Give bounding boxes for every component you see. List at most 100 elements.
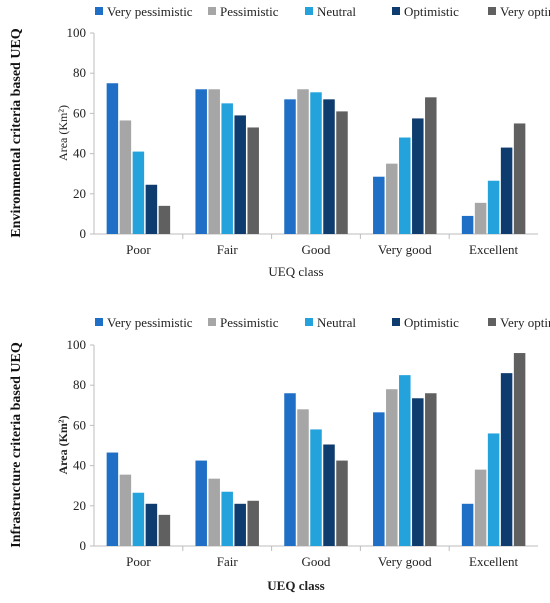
bar: [297, 409, 309, 546]
bar: [132, 151, 145, 234]
bar: [399, 137, 411, 234]
bar: [425, 97, 437, 234]
bar: [323, 444, 335, 546]
chart-panel-2: Very pessimistic Pessimistic Neutral Optimi…: [9, 315, 550, 593]
bar: [284, 393, 296, 546]
bar: [513, 353, 526, 546]
y-tick-label: 80: [73, 377, 86, 392]
x-tick-label: Fair: [217, 242, 239, 257]
legend-swatch: [305, 318, 313, 326]
chart-panel-1: Very pessimistic Pessimistic Neutral Optimi…: [9, 4, 550, 279]
x-tick-label: Poor: [126, 554, 151, 569]
x-tick-label: Excellent: [469, 554, 518, 569]
bar: [412, 118, 424, 234]
bar: [158, 514, 171, 546]
legend-label: Very optimistic: [500, 4, 550, 19]
bar: [500, 147, 513, 234]
x-tick-label: Good: [302, 554, 331, 569]
y-tick-label: 20: [73, 498, 86, 513]
x-tick-label: Fair: [217, 554, 239, 569]
y-axis-label: Area (Km²): [56, 415, 70, 474]
bar: [106, 83, 119, 234]
bar: [195, 89, 207, 234]
legend-label: Very optimistic: [500, 315, 550, 330]
x-tick-label: Excellent: [469, 242, 518, 257]
bar: [247, 127, 259, 234]
bar: [234, 115, 246, 234]
bar: [221, 491, 233, 546]
legend-swatch: [488, 7, 496, 15]
bar: [323, 99, 335, 234]
bar: [513, 123, 526, 234]
y-tick-label: 20: [73, 186, 86, 201]
x-axis-label: UEQ class: [268, 264, 323, 279]
legend-swatch: [488, 318, 496, 326]
legend-label: Neutral: [317, 4, 356, 19]
bar: [297, 89, 309, 234]
bar: [208, 478, 220, 546]
bar: [399, 375, 411, 546]
bar: [474, 202, 487, 234]
bar: [310, 92, 322, 234]
legend-swatch: [392, 7, 400, 15]
side-title: Infrastructure criteria based UEQ: [9, 342, 24, 548]
y-tick-label: 0: [80, 538, 87, 553]
bar: [284, 99, 296, 234]
legend-swatch: [95, 318, 103, 326]
x-tick-label: Good: [302, 242, 331, 257]
side-title: Environmental criteria based UEQ: [9, 28, 24, 237]
bar: [373, 412, 385, 546]
y-tick-label: 100: [67, 337, 87, 352]
bar: [145, 184, 158, 234]
bar: [234, 503, 246, 546]
bar: [487, 433, 500, 546]
bar: [119, 474, 132, 546]
bar: [336, 111, 348, 234]
bar: [373, 176, 385, 234]
bar: [500, 373, 513, 546]
x-tick-label: Poor: [126, 242, 151, 257]
bar: [132, 492, 145, 546]
bar: [412, 398, 424, 546]
x-tick-label: Very good: [378, 242, 432, 257]
y-tick-label: 40: [73, 458, 86, 473]
bar: [145, 503, 158, 546]
x-tick-label: Very good: [378, 554, 432, 569]
legend-swatch: [305, 7, 313, 15]
legend-swatch: [392, 318, 400, 326]
bar: [195, 460, 207, 546]
bar: [461, 215, 474, 234]
legend-label: Neutral: [317, 315, 356, 330]
bar: [106, 452, 119, 546]
bar: [336, 460, 348, 546]
y-tick-label: 100: [67, 25, 87, 40]
bar: [310, 429, 322, 546]
y-tick-label: 60: [73, 105, 86, 120]
y-tick-label: 0: [80, 226, 87, 241]
bar: [119, 120, 132, 234]
legend-label: Optimistic: [404, 4, 459, 19]
bar: [386, 389, 398, 546]
bar: [208, 89, 220, 234]
legend-label: Pessimistic: [220, 4, 279, 19]
bar: [247, 500, 259, 546]
bar: [425, 393, 437, 546]
bar: [386, 163, 398, 234]
bar: [221, 103, 233, 234]
bar: [487, 180, 500, 234]
x-axis-label: UEQ class: [267, 578, 324, 593]
bar: [158, 205, 171, 234]
y-tick-label: 80: [73, 65, 86, 80]
legend-swatch: [208, 7, 216, 15]
legend-label: Very pessimistic: [107, 4, 193, 19]
y-tick-label: 40: [73, 146, 86, 161]
legend-label: Very pessimistic: [107, 315, 193, 330]
legend-label: Optimistic: [404, 315, 459, 330]
y-axis-label: Area (Km²): [56, 105, 70, 161]
bar: [461, 503, 474, 546]
legend-label: Pessimistic: [220, 315, 279, 330]
legend-swatch: [95, 7, 103, 15]
legend-swatch: [208, 318, 216, 326]
